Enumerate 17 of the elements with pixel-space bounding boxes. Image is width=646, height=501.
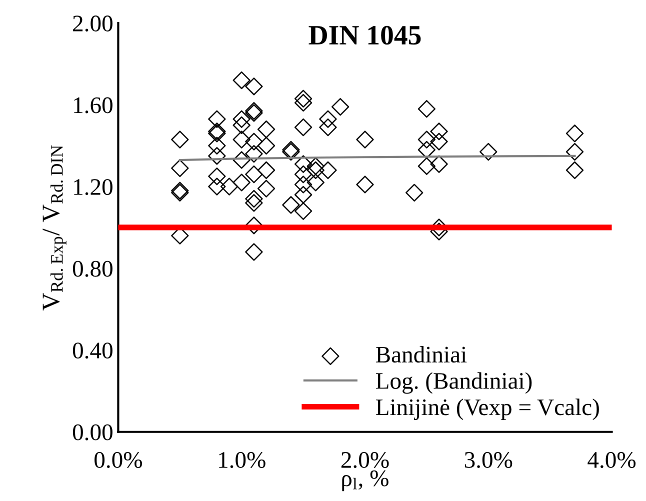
x-tick-label: 0.0% bbox=[94, 452, 142, 468]
chart-title: DIN 1045 bbox=[308, 26, 421, 45]
x-tick-label: 3.0% bbox=[464, 452, 512, 468]
x-tick-label: 1.0% bbox=[219, 452, 266, 468]
x-tick-label: 2.0% bbox=[341, 452, 389, 468]
y-axis-title: V$_{Rd.Exp}$/ V$_{Rd.DIN}$ bbox=[42, 145, 66, 311]
y-tick-label: 0.80 bbox=[72, 260, 112, 277]
x-tick-label: 4.0% bbox=[588, 452, 636, 468]
legend-label: Linijinė (Vexp = Vcalc) bbox=[376, 398, 599, 420]
y-tick-label: 0.00 bbox=[72, 424, 112, 440]
legend-label: Log. (Bandiniai) bbox=[376, 372, 532, 394]
x-axis-title: ρ$_{l}$, % bbox=[342, 470, 388, 492]
y-tick-label: 1.20 bbox=[74, 179, 112, 196]
y-tick-label: 1.60 bbox=[74, 97, 112, 114]
y-tick-label: 2.00 bbox=[73, 16, 112, 32]
legend-label: Bandiniai bbox=[376, 346, 467, 363]
y-tick-label: 0.40 bbox=[72, 342, 112, 359]
